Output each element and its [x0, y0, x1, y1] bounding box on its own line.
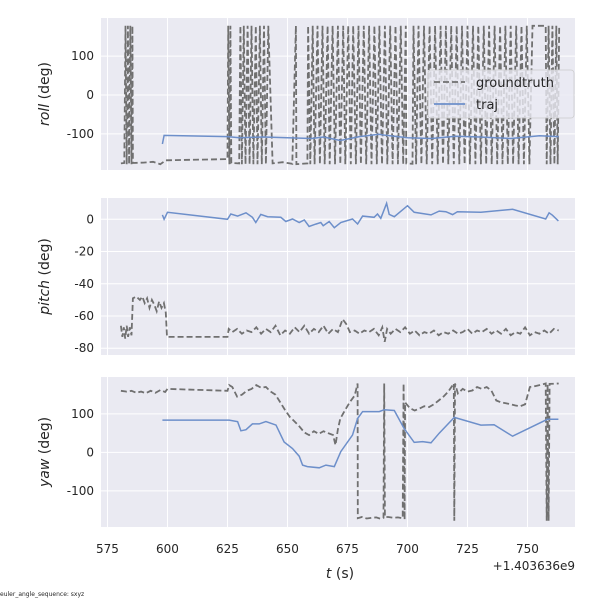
y-tick-label: -80 [74, 341, 94, 355]
y-axis-label-var: yaw [37, 458, 53, 488]
y-tick-label: -100 [67, 127, 94, 141]
series-groundtruth-line [120, 294, 559, 342]
footnote: euler_angle_sequence: sxyz [0, 591, 84, 598]
x-tick-label: 575 [96, 542, 119, 556]
x-tick-label: 650 [276, 542, 299, 556]
x-tick-label: 625 [216, 542, 239, 556]
x-tick-label: 725 [456, 542, 479, 556]
y-axis-label-unit: (deg) [37, 62, 53, 104]
series-traj-line [162, 408, 559, 469]
legend-groundtruth-label: groundtruth [476, 76, 554, 91]
y-tick-label: -40 [74, 277, 94, 291]
panel-pitch: -80 -60 -40 -20 0 pitch (deg) [37, 198, 575, 355]
legend: groundtruth traj [427, 69, 575, 119]
x-axis-label: t (s) [326, 566, 354, 582]
x-axis-label-var: t [326, 566, 332, 582]
series-traj-line [161, 200, 559, 229]
y-tick-label: -60 [74, 309, 94, 323]
y-axis-label-var: pitch [37, 280, 53, 316]
y-tick-label: 0 [86, 88, 94, 102]
y-axis-label: yaw (deg) [37, 417, 53, 488]
x-tick-label: 675 [336, 542, 359, 556]
y-tick-label: -100 [67, 484, 94, 498]
x-tick-label: 700 [396, 542, 419, 556]
panel-yaw: -100 0 100 yaw (deg) 575 600 625 650 675 700 725 75… [37, 377, 575, 556]
x-axis-label-unit: (s) [331, 566, 354, 582]
x-offset-label: +1.403636e9 [493, 559, 575, 573]
y-tick-label: -20 [74, 245, 94, 259]
series-groundtruth-line [120, 24, 561, 166]
y-axis-label: pitch (deg) [37, 238, 53, 316]
y-tick-label: 0 [86, 212, 94, 226]
x-tick-label: 600 [156, 542, 179, 556]
legend-traj-label: traj [476, 98, 498, 113]
y-tick-label: 0 [86, 445, 94, 459]
x-tick-label: 750 [516, 542, 539, 556]
y-tick-label: 100 [71, 49, 94, 63]
series-groundtruth-line [120, 380, 559, 521]
y-tick-label: 100 [71, 407, 94, 421]
series-traj-line [161, 133, 559, 145]
y-axis-label-var: roll [37, 104, 53, 126]
y-axis-label-unit: (deg) [37, 417, 53, 459]
y-axis-label-unit: (deg) [37, 238, 53, 280]
y-axis-label: roll (deg) [37, 62, 53, 126]
